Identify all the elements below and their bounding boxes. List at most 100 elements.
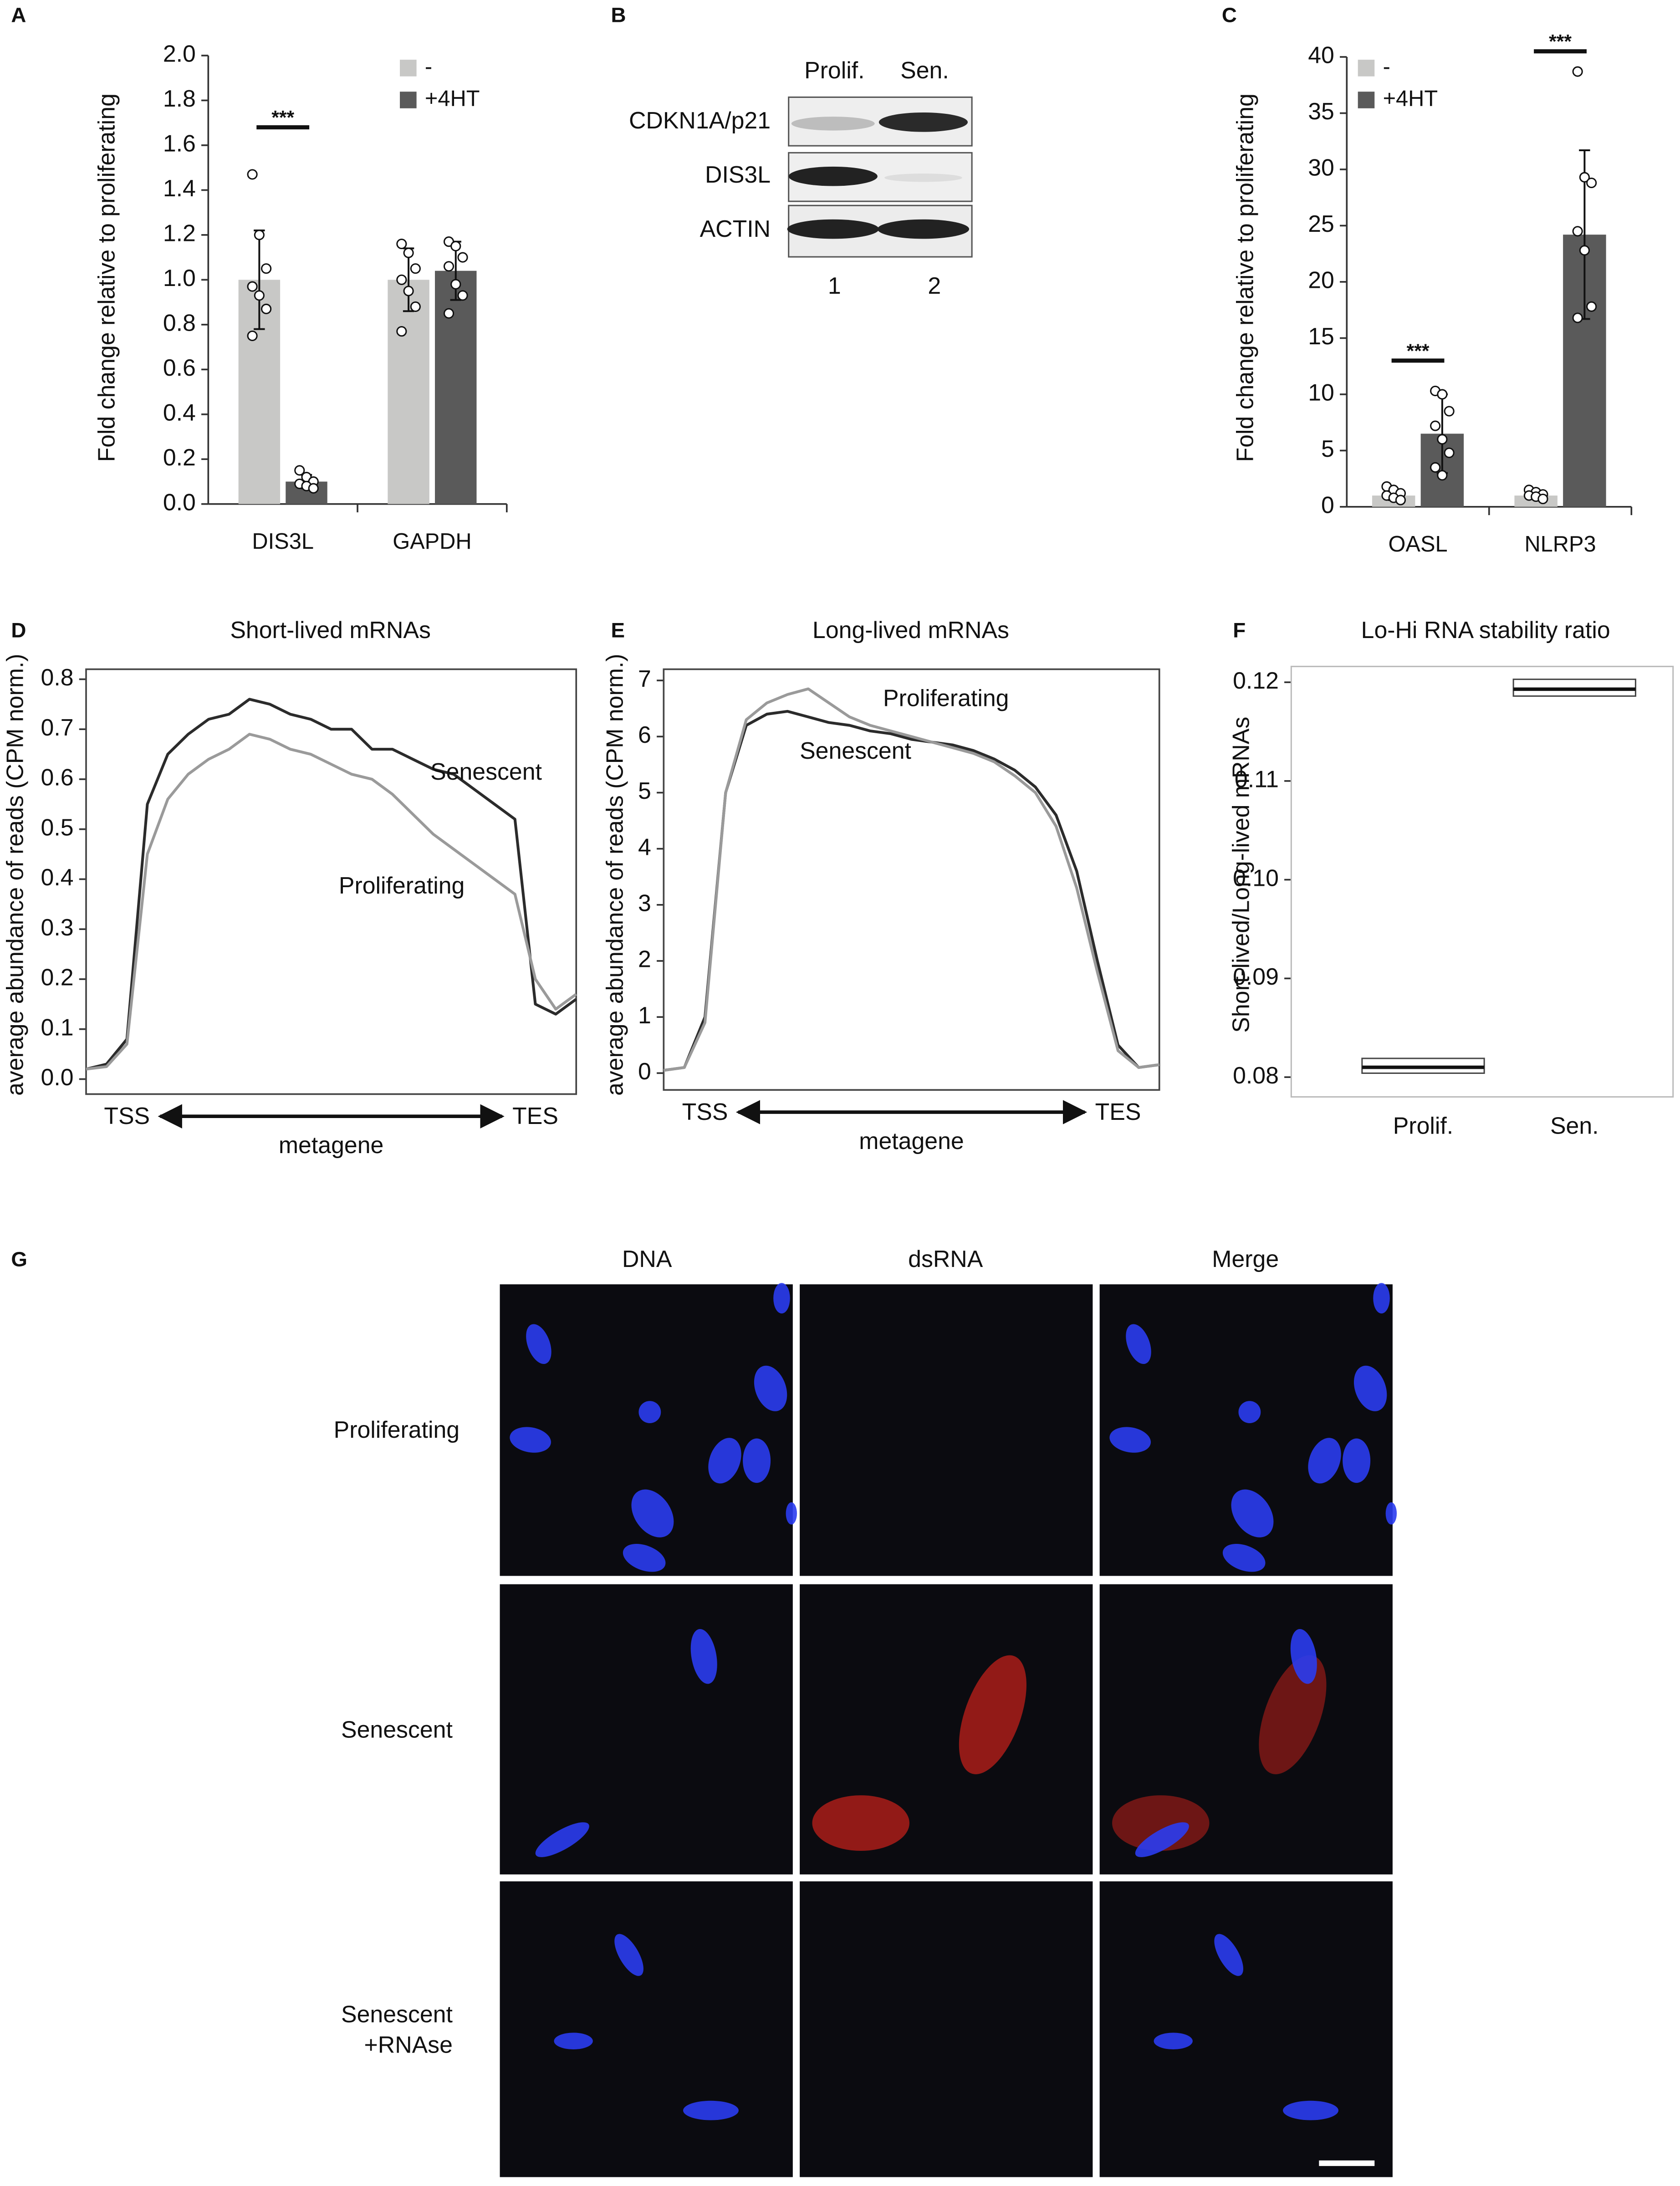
nucleus	[773, 1283, 790, 1314]
data-point	[396, 326, 407, 337]
nucleus	[786, 1502, 797, 1525]
data-point	[1430, 420, 1441, 431]
legend-label: -	[425, 54, 432, 79]
y-tick-label: 15	[1308, 323, 1334, 349]
data-point	[410, 301, 421, 312]
y-tick-label: 0	[1321, 492, 1334, 518]
x-tick-label: Sen.	[1550, 1112, 1599, 1139]
data-point	[294, 465, 305, 476]
data-point	[308, 483, 319, 494]
significance-label: ***	[271, 107, 294, 129]
y-tick-label: 0.8	[41, 664, 74, 690]
plot-frame	[85, 668, 577, 1095]
data-point	[1437, 389, 1448, 400]
data-point	[450, 240, 461, 252]
y-tick-label: 2.0	[163, 41, 196, 67]
y-tick-label: 1.8	[163, 85, 196, 112]
y-tick-label: 1.6	[163, 130, 196, 157]
data-point	[261, 303, 272, 314]
series-label: Senescent	[430, 758, 542, 785]
image-column-label: DNA	[622, 1246, 672, 1272]
legend-swatch	[400, 60, 417, 77]
panel-label: D	[11, 618, 26, 642]
significance-label: ***	[1549, 31, 1572, 53]
data-point	[396, 274, 407, 285]
panel-label: G	[11, 1247, 27, 1271]
image-column-label: Merge	[1212, 1246, 1279, 1272]
blot-row-label: CDKN1A/p21	[629, 107, 771, 133]
x-tick-label: NLRP3	[1524, 532, 1596, 557]
x-tick-label: TES	[512, 1103, 558, 1129]
y-axis-label: Fold change relative to proliferating	[93, 93, 119, 462]
y-tick-label: 35	[1308, 98, 1334, 124]
x-tick-label: TSS	[682, 1098, 728, 1125]
data-point	[1395, 495, 1406, 506]
y-tick-label: 0.0	[41, 1064, 74, 1090]
image-row-label: Proliferating	[334, 1416, 460, 1443]
data-point	[1444, 447, 1455, 458]
micrograph	[800, 1881, 1093, 2177]
nucleus	[1231, 1489, 1274, 1537]
panel-label: A	[11, 4, 26, 27]
nucleus	[638, 1401, 661, 1423]
image-row-label: Senescent	[341, 2001, 453, 2028]
micrograph	[800, 1284, 1093, 1576]
data-point	[1537, 493, 1548, 505]
y-tick-label: 6	[638, 721, 651, 748]
data-point	[1572, 226, 1583, 237]
nucleus	[526, 1324, 551, 1364]
y-tick-label: 1.4	[163, 175, 196, 201]
y-tick-label: 30	[1308, 154, 1334, 181]
data-point	[403, 247, 414, 258]
bar	[435, 271, 477, 504]
nucleus	[1135, 1822, 1189, 1857]
series-label: Proliferating	[883, 684, 1009, 711]
legend-swatch	[400, 92, 417, 108]
nucleus	[754, 1365, 787, 1411]
series-line	[663, 710, 1160, 1072]
chart-title: Lo-Hi RNA stability ratio	[1361, 617, 1610, 643]
data-point	[443, 308, 454, 319]
lane-label: 1	[828, 272, 841, 299]
nucleus	[690, 1629, 717, 1684]
y-axis-label: Fold change relative to proliferating	[1231, 93, 1258, 462]
data-point	[1572, 312, 1583, 323]
nucleus	[1290, 1629, 1317, 1684]
data-point	[403, 286, 414, 296]
y-tick-label: 20	[1308, 267, 1334, 293]
y-tick-label: 3	[638, 890, 651, 916]
micrograph	[500, 1881, 793, 2177]
series-line	[663, 687, 1160, 1072]
blot-band	[877, 219, 970, 239]
data-point	[1586, 178, 1597, 189]
x-axis-label: metagene	[279, 1132, 383, 1158]
y-tick-label: 0.7	[41, 714, 74, 741]
x-tick-label: GAPDH	[393, 529, 471, 554]
y-tick-label: 40	[1308, 42, 1334, 68]
y-tick-label: 4	[638, 833, 651, 860]
significance-label: ***	[1407, 340, 1430, 362]
y-tick-label: 0.09	[1233, 963, 1279, 990]
y-tick-label: 0.3	[41, 914, 74, 940]
image-row-label: Senescent	[341, 1716, 453, 1743]
y-tick-label: 2	[638, 946, 651, 972]
y-tick-label: 0.1	[41, 1014, 74, 1040]
data-point	[457, 252, 468, 263]
x-tick-label: TES	[1095, 1098, 1141, 1125]
series-label: Proliferating	[339, 872, 465, 899]
blot-row-label: ACTIN	[700, 215, 771, 242]
data-point	[1430, 462, 1441, 473]
blot-band	[788, 166, 878, 186]
nucleus	[1343, 1438, 1371, 1483]
data-point	[450, 279, 461, 290]
data-point	[261, 263, 272, 274]
y-tick-label: 0.6	[163, 354, 196, 381]
y-tick-label: 5	[1321, 435, 1334, 462]
nucleus	[1353, 1365, 1387, 1411]
dsrna-signal	[1259, 1655, 1327, 1774]
data-point	[1579, 245, 1590, 256]
y-axis-label: average abundance of reads (CPM norm.)	[1, 654, 28, 1096]
nucleus	[683, 2100, 739, 2120]
